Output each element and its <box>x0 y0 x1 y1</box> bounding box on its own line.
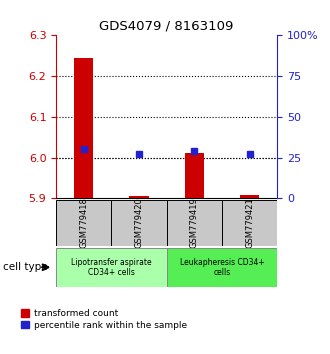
Bar <box>167 200 222 246</box>
Text: GSM779420: GSM779420 <box>135 198 144 249</box>
Bar <box>74 58 93 198</box>
Text: GSM779421: GSM779421 <box>245 198 254 249</box>
Bar <box>112 200 167 246</box>
Bar <box>167 248 277 287</box>
Bar <box>56 248 167 287</box>
Bar <box>222 200 277 246</box>
Bar <box>184 153 204 198</box>
Text: cell type: cell type <box>3 262 48 272</box>
Bar <box>56 200 112 246</box>
Bar <box>240 195 259 198</box>
Text: Leukapheresis CD34+
cells: Leukapheresis CD34+ cells <box>180 258 264 277</box>
Bar <box>129 196 149 198</box>
Text: GSM779418: GSM779418 <box>79 198 88 249</box>
Title: GDS4079 / 8163109: GDS4079 / 8163109 <box>99 20 234 33</box>
Text: Lipotransfer aspirate
CD34+ cells: Lipotransfer aspirate CD34+ cells <box>71 258 152 277</box>
Legend: transformed count, percentile rank within the sample: transformed count, percentile rank withi… <box>21 309 187 330</box>
Text: GSM779419: GSM779419 <box>190 198 199 249</box>
